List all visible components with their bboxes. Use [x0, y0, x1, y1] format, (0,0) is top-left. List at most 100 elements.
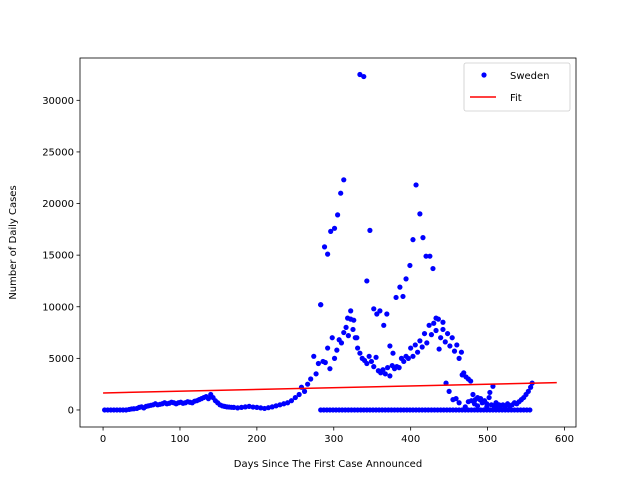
- x-tick-label: 600: [555, 434, 574, 445]
- point-sweden: [381, 322, 387, 328]
- point-sweden: [242, 404, 248, 410]
- point-sweden: [419, 344, 425, 350]
- point-sweden: [490, 383, 496, 389]
- point-sweden: [387, 343, 393, 349]
- point-sweden: [453, 396, 459, 402]
- point-sweden: [368, 358, 375, 365]
- point-sweden: [322, 359, 328, 366]
- point-sweden: [231, 404, 237, 410]
- legend: Sweden Fit: [463, 62, 571, 112]
- point-sweden: [462, 404, 468, 410]
- x-tick-label: 300: [324, 434, 343, 445]
- point-sweden: [345, 315, 351, 321]
- point-sweden: [371, 306, 377, 312]
- point-sweden: [420, 235, 426, 241]
- point-sweden: [397, 284, 403, 290]
- point-sweden: [250, 404, 256, 410]
- data-layer: [102, 71, 557, 413]
- point-sweden: [334, 347, 340, 353]
- point-sweden: [338, 190, 344, 196]
- y-tick-label: 30000: [42, 96, 74, 107]
- point-sweden: [254, 404, 260, 410]
- point-sweden: [327, 366, 333, 372]
- point-sweden: [313, 371, 319, 377]
- point-sweden: [296, 391, 302, 398]
- x-tick-label: 500: [478, 434, 497, 445]
- point-sweden: [364, 278, 370, 284]
- point-sweden: [235, 405, 241, 411]
- point-sweden: [421, 330, 428, 337]
- y-tick-label: 20000: [42, 199, 74, 210]
- point-sweden: [285, 400, 291, 406]
- point-sweden: [238, 404, 245, 410]
- point-sweden: [456, 355, 462, 361]
- point-sweden: [361, 73, 367, 80]
- point-sweden: [433, 315, 439, 321]
- point-sweden: [496, 402, 502, 408]
- point-sweden: [410, 353, 416, 359]
- point-sweden: [525, 388, 531, 394]
- point-sweden: [351, 317, 357, 323]
- y-tick-label: 25000: [42, 147, 74, 158]
- point-sweden: [331, 225, 338, 231]
- point-sweden: [528, 384, 534, 390]
- point-sweden: [468, 378, 474, 384]
- point-sweden: [390, 350, 396, 356]
- plot-area: [80, 58, 576, 427]
- x-tick-label: 200: [247, 434, 266, 445]
- point-sweden: [366, 353, 372, 359]
- ticks-layer: 0 100 200 300 400 500 600 0 5000 10000 15000 20000 2…: [42, 96, 574, 445]
- point-sweden: [474, 403, 481, 409]
- point-sweden: [436, 346, 442, 352]
- point-sweden: [328, 228, 334, 234]
- point-sweden: [403, 276, 409, 282]
- point-sweden: [261, 405, 268, 412]
- y-tick-label: 0: [68, 405, 74, 416]
- point-sweden: [382, 371, 388, 377]
- point-sweden: [311, 353, 317, 359]
- point-sweden: [405, 355, 411, 361]
- point-sweden: [427, 253, 433, 259]
- point-sweden: [527, 407, 533, 413]
- point-sweden: [426, 322, 432, 328]
- point-sweden: [292, 394, 298, 401]
- point-sweden: [246, 403, 252, 409]
- point-sweden: [308, 376, 314, 382]
- point-sweden: [355, 345, 361, 351]
- legend-label-fit: Fit: [510, 93, 522, 104]
- point-sweden: [350, 326, 356, 333]
- point-sweden: [430, 265, 436, 272]
- point-sweden: [205, 396, 212, 402]
- legend-marker-sweden: [481, 72, 487, 78]
- point-sweden: [393, 294, 399, 301]
- point-sweden: [433, 327, 439, 334]
- plot-frame: [79, 57, 577, 428]
- point-sweden: [345, 333, 351, 339]
- point-sweden: [377, 308, 383, 314]
- point-sweden: [487, 389, 493, 396]
- point-sweden: [410, 237, 416, 243]
- point-sweden: [321, 244, 328, 250]
- legend-label-sweden: Sweden: [510, 71, 550, 82]
- point-sweden: [335, 212, 341, 218]
- point-sweden: [400, 293, 406, 300]
- point-sweden: [412, 342, 418, 348]
- point-sweden: [454, 342, 460, 348]
- point-sweden: [446, 388, 452, 394]
- point-sweden: [449, 335, 455, 341]
- point-sweden: [341, 329, 347, 336]
- point-sweden: [440, 326, 446, 333]
- point-sweden: [367, 227, 373, 233]
- point-sweden: [396, 365, 402, 371]
- point-sweden: [424, 340, 430, 346]
- point-sweden: [384, 311, 390, 317]
- point-sweden: [325, 251, 331, 257]
- point-sweden: [305, 381, 311, 387]
- point-sweden: [407, 262, 413, 269]
- point-sweden: [325, 345, 331, 351]
- point-sweden: [451, 348, 458, 354]
- point-sweden: [438, 335, 444, 341]
- x-tick-label: 100: [170, 434, 189, 445]
- point-sweden: [423, 253, 429, 259]
